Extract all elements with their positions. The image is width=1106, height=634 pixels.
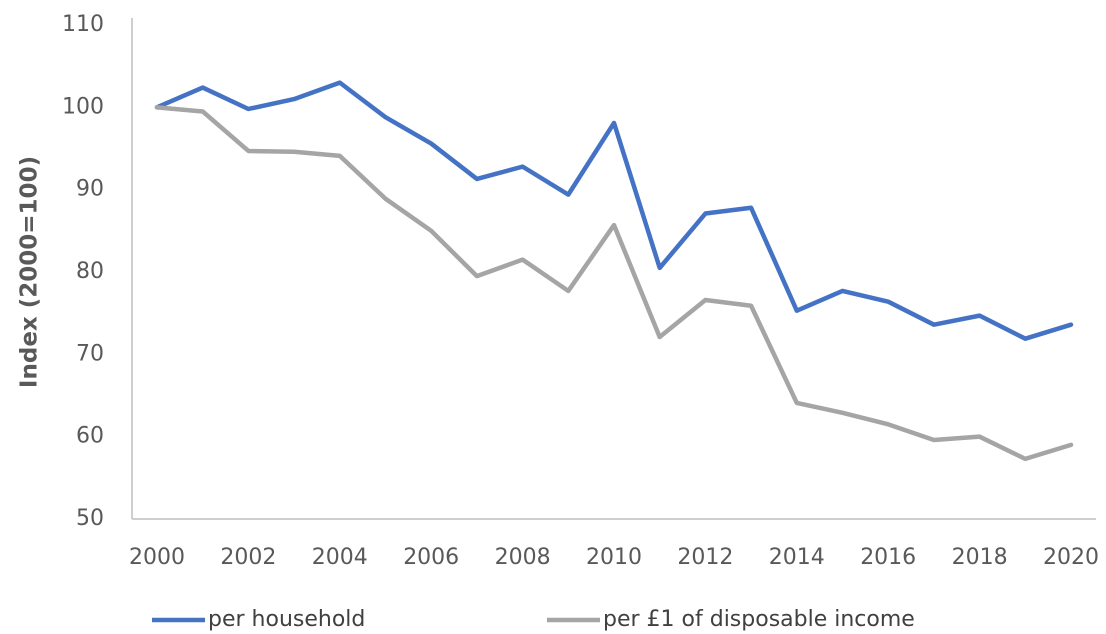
y-tick-label: 70 [76, 341, 104, 366]
x-tick-label: 2002 [220, 545, 276, 570]
x-tick-label: 2014 [769, 545, 825, 570]
x-tick-label: 2020 [1043, 545, 1099, 570]
x-tick-label: 2008 [495, 545, 551, 570]
x-tick-label: 2010 [586, 545, 642, 570]
y-tick-label: 110 [62, 12, 104, 37]
x-tick-label: 2004 [312, 545, 368, 570]
y-axis-label: Index (2000=100) [17, 156, 43, 388]
legend-label: per £1 of disposable income [603, 607, 915, 632]
y-tick-label: 100 [62, 94, 104, 119]
y-tick-label: 50 [76, 506, 104, 531]
x-tick-label: 2016 [860, 545, 916, 570]
x-tick-label: 2006 [403, 545, 459, 570]
data-line [154, 105, 1074, 462]
y-tick-label: 60 [76, 424, 104, 449]
y-tick-label: 90 [76, 177, 104, 202]
x-tick-label: 2018 [952, 545, 1008, 570]
y-tick-label: 80 [76, 259, 104, 284]
legend-label: per household [208, 607, 365, 632]
x-tick-label: 2012 [677, 545, 733, 570]
x-tick-label: 2000 [129, 545, 185, 570]
data-line [154, 80, 1074, 341]
